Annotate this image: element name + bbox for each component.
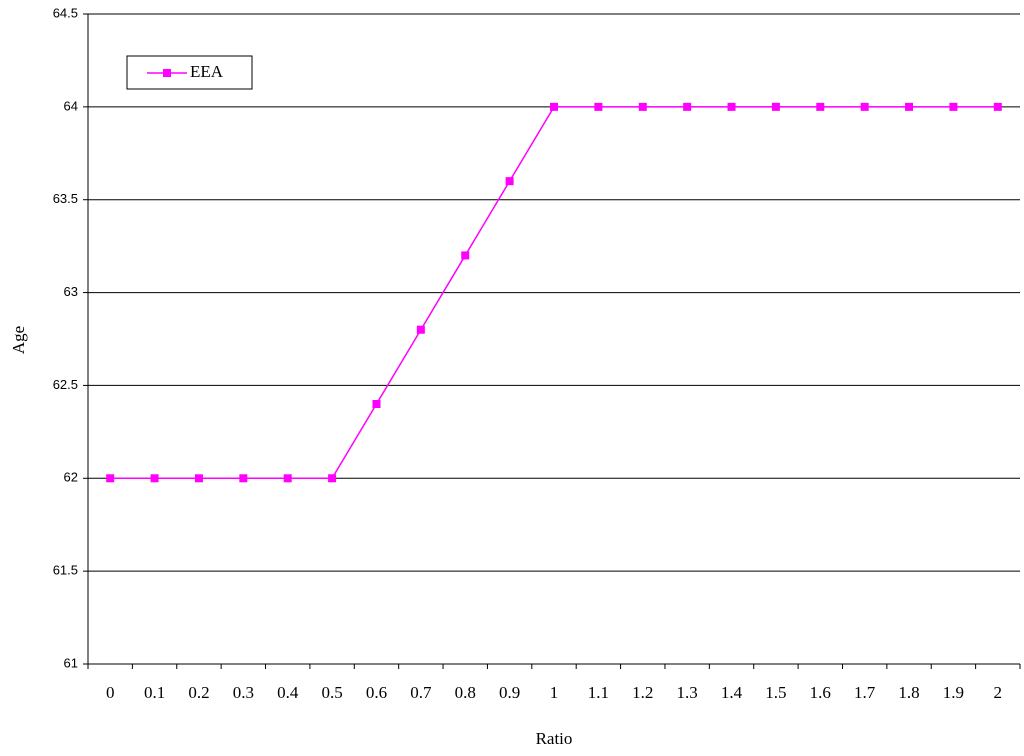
point — [594, 102, 603, 111]
x-tick-label: 0.3 — [233, 683, 254, 702]
x-tick-label: 1 — [550, 683, 559, 702]
point — [905, 102, 914, 111]
x-tick-label: 0.6 — [366, 683, 387, 702]
y-tick-label: 63 — [64, 284, 78, 299]
point — [239, 474, 248, 483]
x-tick-label: 0.9 — [499, 683, 520, 702]
x-tick-label: 1.2 — [632, 683, 653, 702]
y-tick-label: 63.5 — [53, 191, 78, 206]
point — [372, 400, 381, 408]
point — [550, 102, 558, 111]
x-axis-label: Ratio — [536, 729, 573, 748]
x-tick-label: 0 — [106, 683, 115, 702]
x-tick-label: 0.8 — [455, 683, 476, 702]
point — [638, 102, 647, 111]
y-tick-label: 61.5 — [53, 563, 78, 578]
x-tick-label: 2 — [994, 683, 1003, 702]
y-axis-label: Age — [9, 326, 28, 354]
point — [860, 102, 869, 111]
x-tick-label: 0.1 — [144, 683, 165, 702]
point — [727, 102, 736, 111]
y-tick-label: 62 — [64, 470, 78, 485]
point — [328, 474, 337, 483]
y-tick-label: 64.5 — [53, 5, 78, 20]
x-tick-label: 1.7 — [854, 683, 876, 702]
x-tick-label: 1.4 — [721, 683, 743, 702]
point — [505, 177, 514, 186]
x-tick-label: 0.2 — [188, 683, 209, 702]
point — [683, 102, 692, 111]
point — [461, 251, 470, 260]
point — [949, 102, 958, 111]
point — [283, 474, 292, 483]
point — [106, 474, 115, 483]
x-tick-label: 0.7 — [410, 683, 432, 702]
x-tick-label: 1.5 — [765, 683, 786, 702]
x-tick-label: 1.3 — [677, 683, 698, 702]
legend-marker — [163, 69, 171, 77]
x-tick-label: 1.1 — [588, 683, 609, 702]
x-tick-label: 1.8 — [898, 683, 919, 702]
point — [771, 102, 780, 111]
y-tick-label: 64 — [64, 98, 78, 113]
legend-box — [126, 55, 253, 90]
point — [416, 325, 425, 334]
x-tick-label: 0.4 — [277, 683, 299, 702]
point — [150, 474, 159, 483]
point — [194, 474, 203, 483]
x-tick-label: 0.5 — [321, 683, 342, 702]
legend-label: EEA — [190, 62, 224, 81]
x-tick-label: 1.9 — [943, 683, 964, 702]
point — [816, 102, 825, 111]
y-tick-label: 62.5 — [53, 377, 78, 392]
x-tick-label: 1.6 — [810, 683, 831, 702]
point — [993, 102, 1002, 111]
y-tick-label: 61 — [64, 655, 78, 670]
